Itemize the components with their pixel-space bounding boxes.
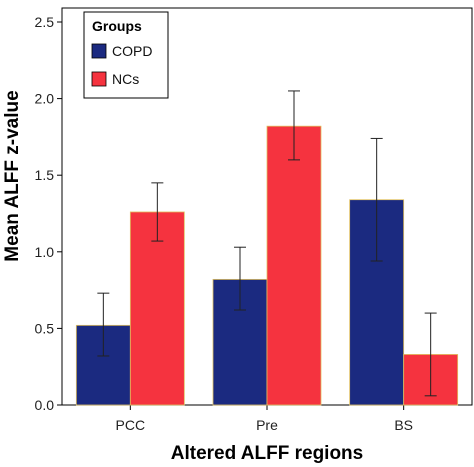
x-tick-label-bs: BS xyxy=(394,417,413,433)
bar-ncs-pcc xyxy=(129,211,185,406)
y-axis-ticks: 0.0 0.5 1.0 1.5 2.0 2.5 xyxy=(35,14,62,413)
y-axis-title: Mean ALFF z-value xyxy=(2,90,23,261)
legend-label-ncs: NCs xyxy=(112,71,139,87)
y-tick-label: 0.0 xyxy=(35,397,55,413)
x-axis-ticks: PCC Pre BS xyxy=(116,405,413,433)
plot-area: 0.0 0.5 1.0 1.5 2.0 2.5 PCC Pre BS xyxy=(35,7,473,433)
x-tick-label-pre: Pre xyxy=(256,417,278,433)
y-tick-label: 0.5 xyxy=(35,320,55,336)
legend-swatch-ncs xyxy=(91,71,107,87)
x-tick-label-pcc: PCC xyxy=(116,417,146,433)
error-bars xyxy=(97,90,437,397)
legend: Groups COPD NCs xyxy=(83,11,169,99)
x-axis-title: Altered ALFF regions xyxy=(171,443,363,464)
legend-title: Groups xyxy=(92,18,142,34)
y-tick-label: 1.5 xyxy=(35,167,55,183)
y-tick-label: 2.0 xyxy=(35,91,55,107)
legend-label-copd: COPD xyxy=(112,43,152,59)
legend-swatch-copd xyxy=(91,43,107,59)
bar-marks xyxy=(75,125,459,406)
y-tick-label: 1.0 xyxy=(35,244,55,260)
y-tick-label: 2.5 xyxy=(35,14,55,30)
bar-ncs-pre xyxy=(266,125,322,406)
